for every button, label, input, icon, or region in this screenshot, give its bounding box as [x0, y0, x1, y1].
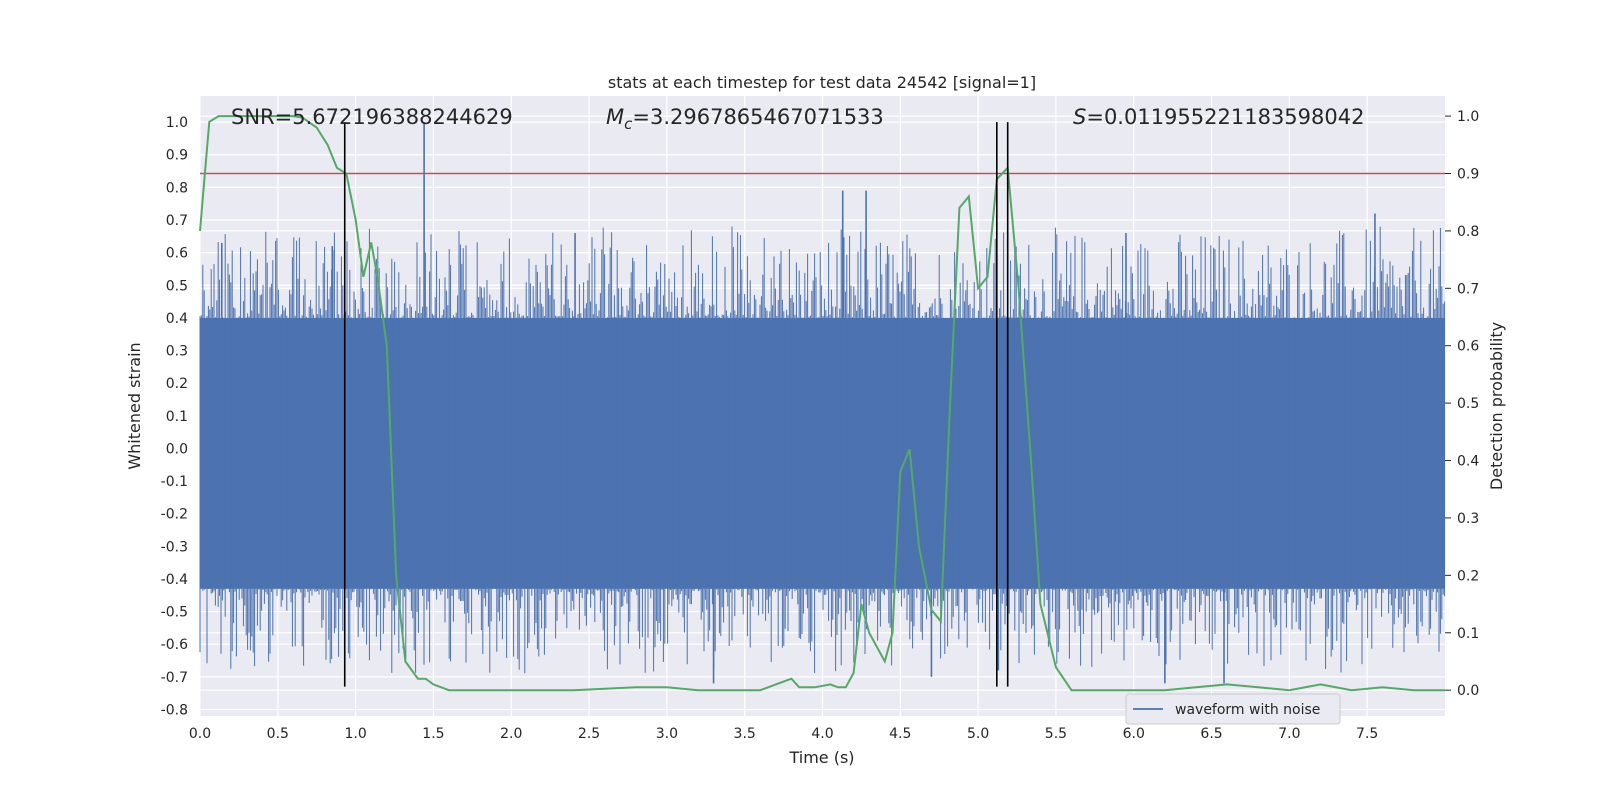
- y-tick-label: 0.2: [166, 376, 188, 392]
- x-tick-label: 2.0: [500, 726, 522, 742]
- chirp-mass-annotation: Mc=3.2967865467071533: [606, 105, 884, 133]
- y-tick-label: -0.1: [161, 474, 188, 490]
- y-tick-label: 0.6: [166, 246, 188, 262]
- y-tick-label: 0.7: [166, 213, 188, 229]
- y-tick-label: -0.6: [161, 637, 188, 653]
- right-tick-label: 0.7: [1457, 281, 1479, 297]
- x-tick-label: 7.0: [1278, 726, 1300, 742]
- right-y-axis-label: Detection probability: [1487, 322, 1506, 490]
- x-axis-label: Time (s): [788, 748, 854, 767]
- right-y-axis-ticks: 0.0 0.1 0.2 0.3 0.4 0.5 0.6 0.7 0.8 0.9 1.0: [1445, 109, 1479, 699]
- waveform-series: [199, 122, 1446, 684]
- x-tick-label: 0.0: [189, 726, 211, 742]
- legend-box: [1125, 693, 1341, 725]
- right-tick-label: 0.6: [1457, 339, 1479, 355]
- y-tick-label: -0.7: [161, 670, 188, 686]
- y-tick-label: 0.1: [166, 409, 188, 425]
- y-tick-label: -0.2: [161, 507, 188, 523]
- x-tick-label: 1.5: [422, 726, 444, 742]
- x-tick-label: 4.5: [889, 726, 911, 742]
- chart-title: stats at each timestep for test data 245…: [608, 73, 1036, 92]
- y-tick-label: 0.4: [166, 311, 188, 327]
- legend-label: waveform with noise: [1175, 702, 1320, 718]
- s-value: =0.011955221183598042: [1086, 105, 1364, 129]
- x-tick-label: 3.5: [734, 726, 756, 742]
- legend: waveform with noise: [1125, 693, 1341, 725]
- right-tick-label: 0.0: [1457, 683, 1479, 699]
- x-tick-label: 6.0: [1123, 726, 1145, 742]
- right-tick-label: 0.1: [1457, 626, 1479, 642]
- x-tick-label: 2.5: [578, 726, 600, 742]
- y-tick-label: -0.8: [161, 702, 188, 718]
- y-axis-label: Whitened strain: [125, 342, 144, 469]
- right-tick-label: 0.8: [1457, 224, 1479, 240]
- y-tick-label: 0.0: [166, 441, 188, 457]
- x-tick-label: 6.5: [1200, 726, 1222, 742]
- x-tick-label: 5.0: [967, 726, 989, 742]
- x-tick-label: 1.0: [344, 726, 366, 742]
- vertical-markers: [343, 122, 1009, 687]
- x-tick-label: 4.0: [811, 726, 833, 742]
- x-tick-label: 7.5: [1356, 726, 1378, 742]
- y-tick-label: 0.8: [166, 180, 188, 196]
- snr-annotation: SNR=5.672196388244629: [231, 105, 513, 129]
- s-annotation: S=0.011955221183598042: [1073, 105, 1364, 129]
- s-symbol: S: [1073, 105, 1086, 129]
- right-tick-label: 1.0: [1457, 109, 1479, 125]
- chirp-mass-value: =3.2967865467071533: [632, 105, 883, 129]
- right-tick-label: 0.4: [1457, 454, 1479, 470]
- y-tick-label: -0.5: [161, 605, 188, 621]
- y-axis-ticks: -0.8 -0.7 -0.6 -0.5 -0.4 -0.3 -0.2 -0.1 0.0 0.1 0.…: [161, 115, 188, 718]
- x-axis-ticks: 0.0 0.5 1.0 1.5 2.0 2.5 3.0 3.5 4.0 4.5 5.0 5.5 6.0 6…: [189, 726, 1378, 742]
- right-tick-label: 0.9: [1457, 167, 1479, 183]
- chirp-mass-subscript: c: [624, 115, 633, 133]
- chirp-mass-symbol: M: [606, 105, 624, 129]
- x-tick-label: 5.5: [1045, 726, 1067, 742]
- y-tick-label: 1.0: [166, 115, 188, 131]
- right-tick-label: 0.3: [1457, 511, 1479, 527]
- right-tick-label: 0.5: [1457, 396, 1479, 412]
- right-tick-label: 0.2: [1457, 568, 1479, 584]
- y-tick-label: -0.3: [161, 539, 188, 555]
- y-tick-label: 0.9: [166, 148, 188, 164]
- x-tick-label: 0.5: [267, 726, 289, 742]
- y-tick-label: 0.5: [166, 278, 188, 294]
- x-tick-label: 3.0: [656, 726, 678, 742]
- y-tick-label: -0.4: [161, 572, 188, 588]
- y-tick-label: 0.3: [166, 344, 188, 360]
